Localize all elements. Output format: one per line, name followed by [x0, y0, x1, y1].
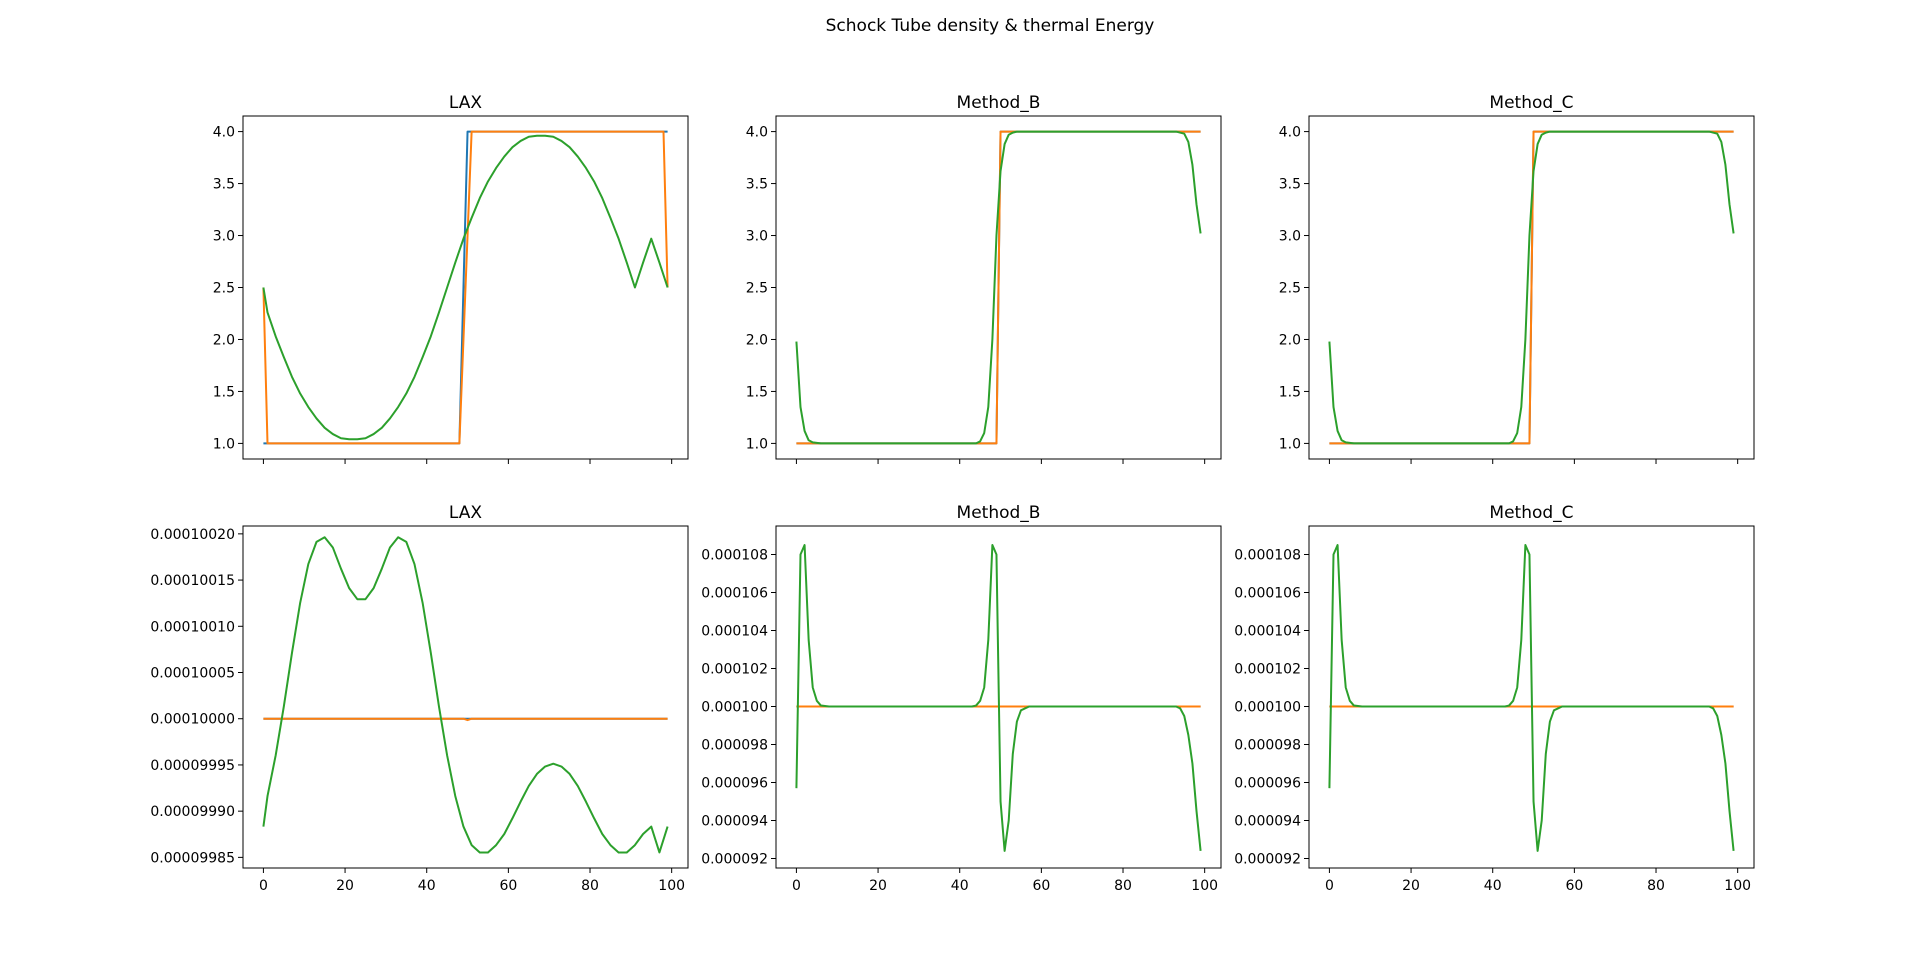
- y-tick-label: 2.5: [746, 281, 768, 297]
- y-tick-label: 2.5: [1279, 281, 1301, 297]
- x-tick-label: 20: [869, 878, 887, 894]
- y-tick-label: 2.5: [213, 281, 235, 297]
- x-tick-label: 80: [1647, 878, 1665, 894]
- axes-frame: [1308, 525, 1755, 869]
- y-tick-label: 0.00010000: [150, 712, 235, 728]
- y-tick-label: 0.000096: [701, 776, 768, 792]
- y-tick-label: 0.000106: [701, 586, 768, 602]
- y-tick-label: 0.000098: [1234, 738, 1301, 754]
- y-tick-label: 0.00010020: [150, 527, 235, 543]
- subplot-4: LAX 0.00009985 0.00009990 0.00009995 0.00010…: [150, 503, 689, 894]
- y-tick-label: 4.0: [213, 125, 235, 141]
- y-tick-label: 0.000104: [701, 624, 768, 640]
- subplot-title: Method_B: [957, 503, 1041, 523]
- x-tick-label: 60: [499, 878, 517, 894]
- subplot-title: Method_B: [957, 93, 1041, 113]
- y-tick-label: 1.0: [1279, 436, 1301, 452]
- series-line-green: [795, 130, 1202, 445]
- y-tick-label: 3.0: [213, 229, 235, 245]
- series-line-green: [795, 544, 1202, 852]
- y-tick-label: 0.000096: [1234, 776, 1301, 792]
- y-tick-label: 0.000108: [1234, 548, 1301, 564]
- series-line-green: [262, 536, 669, 854]
- y-tick-label: 0.000094: [1234, 814, 1301, 830]
- y-tick-label: 0.000102: [701, 662, 768, 678]
- subplot-5: Method_B 0.000092 0.000094 0.000096 0.000098…: [701, 503, 1222, 894]
- y-tick-label: 1.5: [213, 384, 235, 400]
- subplot-title: LAX: [449, 93, 482, 113]
- x-tick-label: 100: [1724, 878, 1751, 894]
- y-tick-label: 3.5: [1279, 177, 1301, 193]
- y-tick-label: 0.000104: [1234, 624, 1301, 640]
- series-line-orange: [1329, 130, 1734, 445]
- x-tick-label: 20: [336, 878, 354, 894]
- y-tick-label: 2.0: [746, 332, 768, 348]
- y-tick-label: 0.000100: [701, 700, 768, 716]
- subplot-2: Method_B 1.0 1.5 2.0 2.5 3.0 3.5 4.0: [746, 93, 1222, 464]
- series-line-orange: [263, 717, 668, 722]
- x-tick-label: 80: [1114, 878, 1132, 894]
- series-line-orange: [796, 130, 1201, 445]
- y-tick-label: 0.000106: [1234, 586, 1301, 602]
- y-tick-label: 0.000092: [1234, 852, 1301, 868]
- y-tick-label: 0.000092: [701, 852, 768, 868]
- y-tick-label: 0.000100: [1234, 700, 1301, 716]
- x-tick-label: 20: [1402, 878, 1420, 894]
- subplot-grid: LAX 1.0 1.5 2.0 2.5 3.0 3.5 4.0 Method_B 1.0 1.5 2.…: [150, 93, 1755, 894]
- y-tick-label: 0.00009995: [150, 758, 235, 774]
- y-tick-label: 0.00009990: [150, 804, 235, 820]
- series-line-orange: [262, 130, 669, 445]
- y-tick-label: 0.000094: [701, 814, 768, 830]
- y-tick-label: 3.5: [746, 177, 768, 193]
- x-tick-label: 100: [1191, 878, 1218, 894]
- y-tick-label: 0.000098: [701, 738, 768, 754]
- series-line-green: [1328, 130, 1735, 445]
- y-tick-label: 1.0: [213, 436, 235, 452]
- y-tick-label: 2.0: [213, 332, 235, 348]
- x-tick-label: 0: [1325, 878, 1334, 894]
- axes-frame: [242, 525, 689, 869]
- subplot-title: Method_C: [1489, 93, 1573, 113]
- x-tick-label: 60: [1032, 878, 1050, 894]
- x-tick-label: 0: [792, 878, 801, 894]
- series-line-green: [262, 134, 669, 441]
- x-tick-label: 100: [658, 878, 685, 894]
- y-tick-label: 0.00010005: [150, 666, 235, 682]
- y-tick-label: 1.5: [746, 384, 768, 400]
- y-tick-label: 0.000102: [1234, 662, 1301, 678]
- y-tick-label: 4.0: [746, 125, 768, 141]
- y-tick-label: 0.00010015: [150, 573, 235, 589]
- y-tick-label: 0.00010010: [150, 619, 235, 635]
- y-tick-label: 3.0: [1279, 229, 1301, 245]
- x-tick-label: 60: [1565, 878, 1583, 894]
- subplot-title: LAX: [449, 503, 482, 523]
- x-tick-label: 40: [1484, 878, 1502, 894]
- y-tick-label: 1.0: [746, 436, 768, 452]
- y-tick-label: 3.0: [746, 229, 768, 245]
- axes-frame: [775, 525, 1222, 869]
- subplot-title: Method_C: [1489, 503, 1573, 523]
- x-tick-label: 0: [259, 878, 268, 894]
- y-tick-label: 0.00009985: [150, 850, 235, 866]
- y-tick-label: 1.5: [1279, 384, 1301, 400]
- x-tick-label: 40: [418, 878, 436, 894]
- y-tick-label: 3.5: [213, 177, 235, 193]
- x-tick-label: 80: [581, 878, 599, 894]
- subplot-1: LAX 1.0 1.5 2.0 2.5 3.0 3.5 4.0: [213, 93, 689, 464]
- y-tick-label: 2.0: [1279, 332, 1301, 348]
- subplot-6: Method_C 0.000092 0.000094 0.000096 0.000098…: [1234, 503, 1755, 894]
- y-tick-label: 0.000108: [701, 548, 768, 564]
- y-tick-label: 4.0: [1279, 125, 1301, 141]
- x-tick-label: 40: [951, 878, 969, 894]
- series-line-green: [1328, 544, 1735, 852]
- figure-title: Schock Tube density & thermal Energy: [826, 16, 1155, 36]
- subplot-3: Method_C 1.0 1.5 2.0 2.5 3.0 3.5 4.0: [1279, 93, 1755, 464]
